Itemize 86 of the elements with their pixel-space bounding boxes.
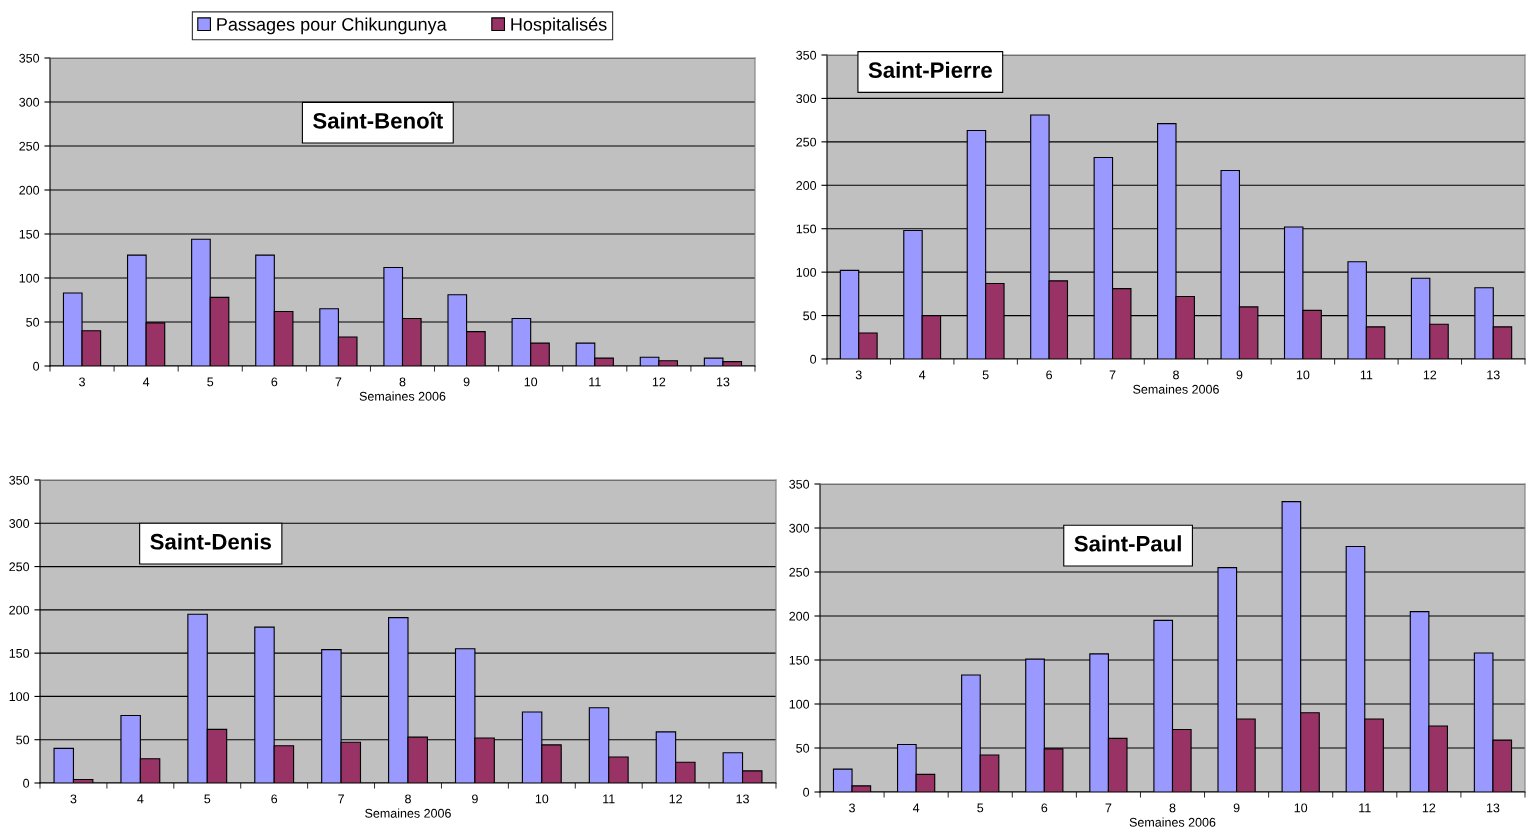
x-tick-label: 7 — [1109, 370, 1116, 380]
x-tick-label: 11 — [589, 377, 601, 387]
x-tick-label: 3 — [79, 377, 85, 387]
x-tick-label: 13 — [716, 377, 730, 387]
y-tick-label: 0 — [33, 361, 40, 371]
x-tick-label: 8 — [1169, 803, 1176, 813]
x-tick-label: 3 — [849, 803, 855, 813]
x-tick-label: 10 — [524, 377, 538, 387]
y-tick-label: 350 — [19, 53, 40, 63]
x-tick-label: 12 — [1422, 803, 1436, 813]
x-tick-label: 3 — [70, 794, 77, 804]
y-tick-label: 250 — [9, 562, 30, 572]
x-tick-label: 4 — [912, 803, 920, 813]
x-tick-label: 6 — [271, 794, 278, 804]
x-tick-label: 12 — [652, 377, 666, 387]
x-tick-label: 5 — [977, 803, 984, 813]
x-tick-label: 7 — [338, 794, 344, 804]
x-tick-label: 12 — [669, 794, 682, 804]
x-tick-label: 7 — [1105, 803, 1112, 813]
y-tick-label: 100 — [796, 267, 817, 277]
y-tick-label: 100 — [19, 273, 40, 283]
y-tick-label: 50 — [26, 317, 40, 327]
y-tick-label: 300 — [19, 97, 40, 107]
y-tick-label: 150 — [9, 648, 30, 658]
x-tick-label: 13 — [1487, 370, 1500, 380]
x-tick-label: 8 — [405, 794, 411, 804]
x-axis-title: Semaines 2006 — [1133, 384, 1219, 394]
x-tick-label: 8 — [399, 377, 406, 387]
x-tick-label: 4 — [142, 377, 150, 387]
x-tick-label: 9 — [463, 377, 470, 387]
y-tick-label: 100 — [9, 692, 30, 702]
y-tick-label: 350 — [9, 475, 30, 485]
x-tick-label: 13 — [1486, 803, 1500, 813]
x-tick-label: 10 — [1296, 370, 1310, 380]
y-tick-label: 250 — [796, 137, 817, 147]
text: Saint-Denis — [150, 533, 271, 550]
x-tick-label: 10 — [1294, 803, 1308, 813]
x-tick-label: 11 — [603, 794, 615, 804]
x-tick-label: 11 — [1359, 803, 1371, 813]
y-tick-label: 0 — [803, 787, 810, 797]
y-tick-label: 100 — [789, 699, 810, 709]
x-tick-label: 4 — [918, 370, 926, 380]
y-tick-label: 150 — [19, 229, 40, 239]
y-tick-label: 250 — [789, 567, 810, 577]
x-tick-label: 8 — [1173, 370, 1179, 380]
text: Saint-Benoît — [313, 111, 443, 129]
x-tick-label: 12 — [1423, 370, 1437, 380]
y-tick-label: 150 — [796, 224, 817, 234]
x-tick-label: 5 — [207, 377, 214, 387]
chart-title: Saint-Pierre — [868, 61, 992, 78]
x-tick-label: 6 — [271, 377, 278, 387]
y-tick-label: 200 — [19, 185, 40, 195]
y-tick-label: 0 — [810, 354, 817, 364]
legend-label: Passages pour Chikungunya — [217, 17, 447, 35]
x-tick-label: 5 — [982, 370, 989, 380]
y-tick-label: 250 — [19, 141, 40, 151]
x-axis-title: Semaines 2006 — [359, 391, 446, 401]
legend-label: Hospitalisés — [511, 17, 607, 35]
x-axis-title: Semaines 2006 — [365, 808, 451, 818]
x-tick-label: 5 — [204, 794, 211, 804]
x-tick-label: 9 — [1233, 803, 1240, 813]
y-tick-label: 300 — [796, 94, 817, 104]
y-tick-label: 50 — [796, 743, 810, 753]
y-tick-label: 300 — [789, 523, 810, 533]
x-tick-label: 10 — [535, 794, 549, 804]
y-tick-label: 50 — [16, 735, 30, 745]
y-tick-label: 150 — [789, 655, 810, 665]
y-tick-label: 200 — [796, 181, 817, 190]
y-tick-label: 200 — [9, 605, 30, 615]
x-tick-label: 6 — [1046, 370, 1053, 380]
x-tick-label: 7 — [335, 377, 342, 387]
x-axis-title: Semaines 2006 — [1129, 817, 1216, 827]
x-tick-label: 11 — [1360, 370, 1373, 380]
y-tick-label: 350 — [796, 50, 817, 60]
y-tick-label: 300 — [9, 519, 30, 528]
y-tick-label: 0 — [23, 778, 30, 788]
y-tick-label: 50 — [803, 311, 817, 321]
x-tick-label: 13 — [736, 794, 749, 804]
y-tick-label: 200 — [789, 611, 810, 621]
x-tick-label: 3 — [855, 370, 862, 380]
text: Saint-Paul — [1074, 535, 1181, 552]
x-tick-label: 9 — [1236, 370, 1243, 380]
y-tick-label: 350 — [789, 479, 810, 489]
x-tick-label: 4 — [137, 794, 144, 804]
x-tick-label: 9 — [472, 794, 478, 804]
x-tick-label: 6 — [1041, 803, 1048, 813]
